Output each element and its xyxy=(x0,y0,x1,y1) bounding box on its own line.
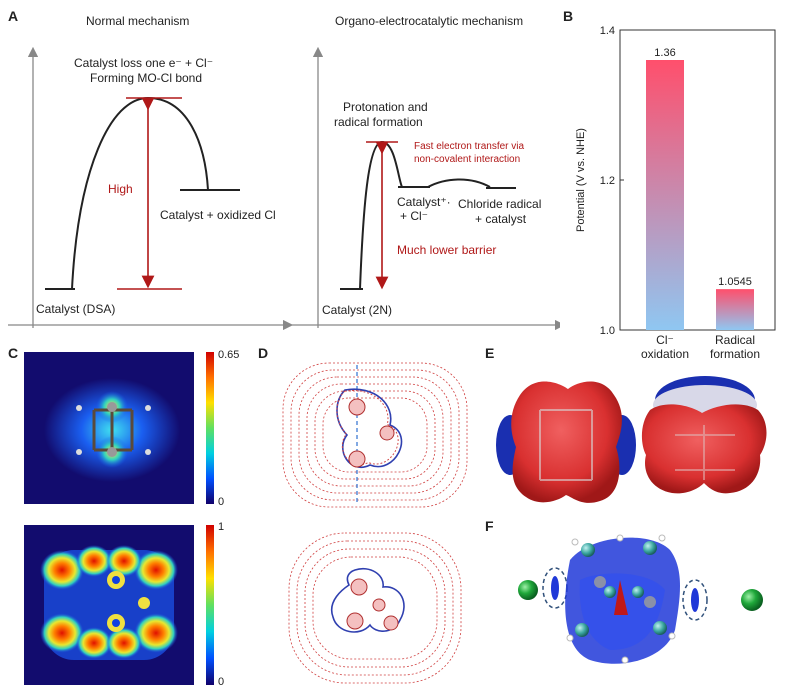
right-product-1: Chloride radical xyxy=(458,197,542,211)
bar xyxy=(646,60,684,330)
panel-c-letter: C xyxy=(8,345,19,361)
chloride-left xyxy=(518,580,538,600)
panel-f-letter: F xyxy=(485,518,494,534)
colorbar-bottom xyxy=(206,525,214,685)
panel-a-diagram xyxy=(8,46,560,331)
x-category-label: formation xyxy=(710,347,760,361)
y-axis-label: Potential (V vs. NHE) xyxy=(575,128,587,232)
right-mechanism-title: Organo-electrocatalytic mechanism xyxy=(335,14,524,28)
nci-structure xyxy=(518,534,763,664)
colorbar-top-min: 0 xyxy=(218,496,225,508)
esp-surfaces xyxy=(496,376,767,503)
left-ts-label-2: Forming MO-Cl bond xyxy=(90,71,203,85)
panel-a-letter: A xyxy=(8,8,19,24)
contour-plot-bottom xyxy=(288,532,462,684)
right-note-1: Fast electron transfer via xyxy=(414,141,525,152)
elf-map-bottom xyxy=(24,525,194,685)
right-energy-curve xyxy=(359,140,403,290)
colorbar-top xyxy=(206,352,214,504)
contour-plot-top xyxy=(282,362,468,508)
y-tick-label: 1.4 xyxy=(600,25,615,37)
y-tick-label: 1.0 xyxy=(600,325,615,337)
right-note-2: non-covalent interaction xyxy=(414,154,521,165)
colorbar-bottom-max: 1 xyxy=(218,521,225,533)
panel-d-letter: D xyxy=(258,345,269,361)
bar-value-label: 1.0545 xyxy=(718,276,752,288)
right-intermediate-2: + Cl⁻ xyxy=(400,209,429,223)
y-tick-label: 1.2 xyxy=(600,175,615,187)
left-energy-curve xyxy=(71,96,209,290)
right-ts-label-2: radical formation xyxy=(334,115,423,129)
bar xyxy=(716,289,754,330)
x-category-label: oxidation xyxy=(641,347,689,361)
left-ts-label-1: Catalyst loss one e⁻ + Cl⁻ xyxy=(74,56,214,70)
left-barrier-label: High xyxy=(108,182,133,196)
left-product-label: Catalyst + oxidized Cl xyxy=(160,208,276,222)
bar-value-label: 1.36 xyxy=(654,47,675,59)
right-start-label: Catalyst (2N) xyxy=(322,303,393,317)
right-ts-label-1: Protonation and xyxy=(343,100,428,114)
panel-b-letter: B xyxy=(563,8,574,24)
left-start-label: Catalyst (DSA) xyxy=(36,302,116,316)
right-barrier-label: Much lower barrier xyxy=(397,243,497,257)
colorbar-top-max: 0.65 xyxy=(218,349,240,361)
right-product-2: + catalyst xyxy=(475,212,527,226)
x-category-label: Radical xyxy=(715,333,755,347)
elf-map-top xyxy=(24,352,194,504)
panel-e-letter: E xyxy=(485,345,495,361)
chloride-right xyxy=(741,589,763,611)
colorbar-bottom-min: 0 xyxy=(218,676,225,688)
x-category-label: Cl⁻ xyxy=(656,333,674,347)
left-mechanism-title: Normal mechanism xyxy=(86,14,190,28)
right-intermediate-1: Catalyst⁺· xyxy=(397,195,451,209)
panel-b-chart: 1.0 1.2 1.4 1.36 Cl⁻oxidation 1.0545 Radicalf… xyxy=(575,25,776,361)
